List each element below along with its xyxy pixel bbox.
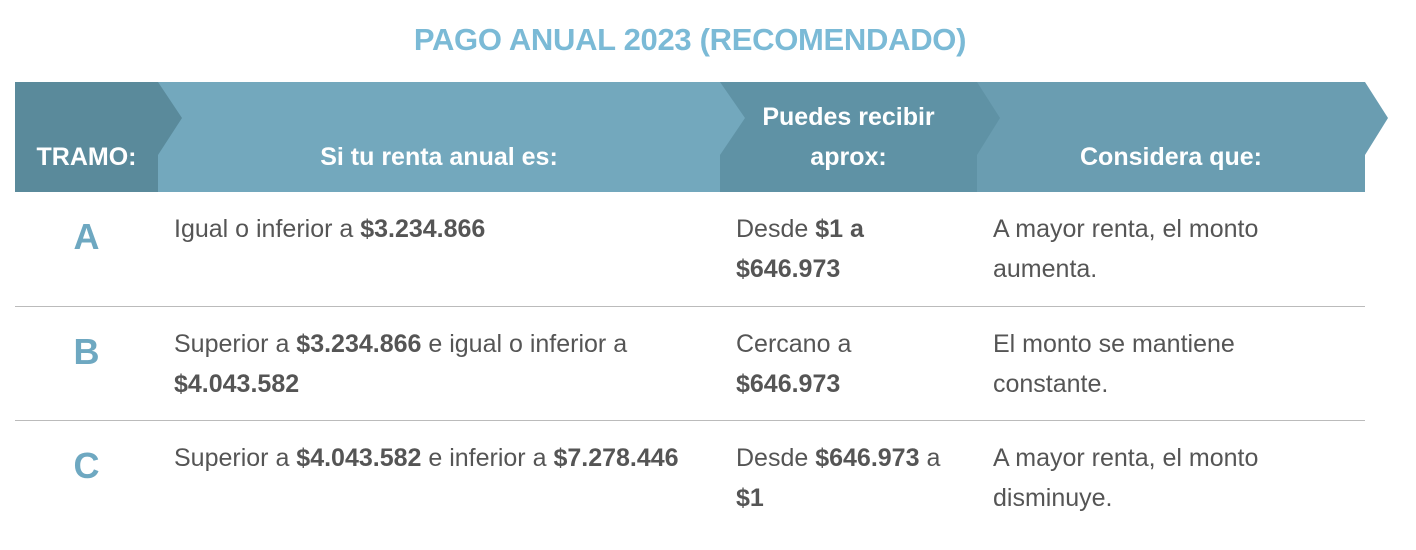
text-segment: Igual o inferior a (174, 215, 361, 243)
cell-considera: A mayor renta, el monto aumenta. (993, 215, 1259, 283)
text-segment: $3.234.866 (296, 330, 422, 358)
header-shape (977, 82, 1388, 192)
cell-monto: Desde $646.973 a $1 (736, 438, 951, 518)
column-header: Si tu renta anual es: (320, 143, 558, 171)
text-segment: $646.973 (815, 444, 920, 472)
cell-renta: Superior a $4.043.582 e inferior a $7.27… (174, 438, 704, 478)
cell-considera: A mayor renta, el monto disminuye. (993, 444, 1259, 512)
text-segment: e inferior a (421, 444, 554, 472)
text-segment: a (919, 444, 941, 472)
header-band (15, 82, 1388, 192)
text-segment: $7.278.446 (553, 444, 679, 472)
cell-renta: Igual o inferior a $3.234.866 (174, 209, 704, 249)
tramo-letter: B (73, 331, 100, 372)
text-segment: e igual o inferior a (421, 330, 628, 358)
tramo-letter: A (73, 216, 100, 257)
cell-considera: El monto se mantiene constante. (993, 330, 1235, 398)
table-row: A Igual o inferior a $3.234.866 Desde $1 a… (15, 192, 1365, 306)
text-segment: $646.973 (736, 370, 841, 398)
table-row: C Superior a $4.043.582 e inferior a $7.2… (15, 420, 1365, 535)
title: PAGO ANUAL 2023 (RECOMENDADO) (413, 22, 967, 57)
cell-monto: Cercano a $646.973 (736, 324, 951, 404)
text-segment: Cercano a (736, 330, 852, 358)
text-segment: $1 a $646.973 (736, 215, 864, 283)
header-shape (15, 82, 182, 192)
text-segment: $1 (736, 484, 764, 512)
cell-monto: Desde $1 a $646.973 (736, 209, 951, 289)
text-segment: Superior a (174, 444, 297, 472)
tramo-letter: C (73, 445, 100, 486)
column-header: Considera que: (1080, 143, 1262, 171)
text-segment: Desde (736, 444, 816, 472)
table-row: B Superior a $3.234.866 e igual o inferio… (15, 306, 1365, 421)
header-shape (720, 82, 1000, 192)
text-segment: Desde (736, 215, 816, 243)
text-segment: $4.043.582 (174, 370, 300, 398)
text-segment: $3.234.866 (360, 215, 486, 243)
cell-renta: Superior a $3.234.866 e igual o inferior… (174, 324, 704, 404)
text-segment: Superior a (174, 330, 297, 358)
column-header: Puedes recibir aprox: (762, 103, 935, 171)
header-shape (158, 82, 745, 192)
text-segment: $4.043.582 (296, 444, 422, 472)
column-header: TRAMO: (36, 143, 137, 171)
